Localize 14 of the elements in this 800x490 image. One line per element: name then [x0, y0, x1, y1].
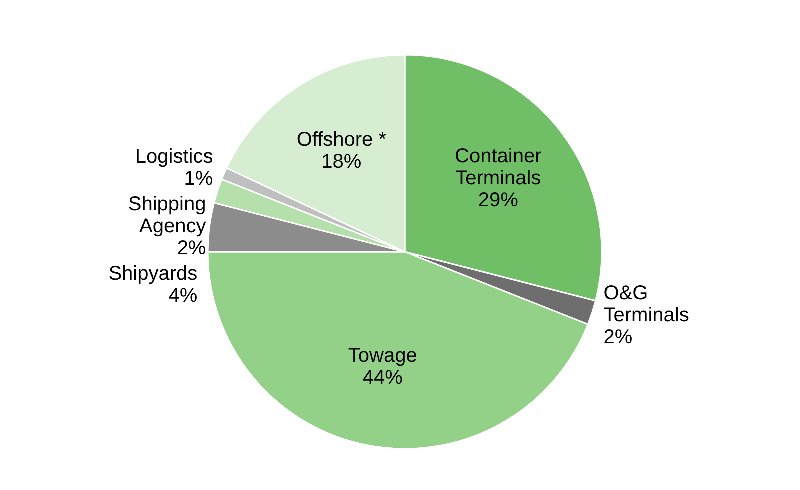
slice-label: Towage — [348, 345, 418, 368]
slice-label: Container Terminals — [455, 146, 542, 190]
slice-label: O&G Terminals — [604, 282, 690, 327]
data-label: 2% — [177, 238, 206, 260]
data-label: 44% — [362, 367, 404, 390]
slice-label: Shipyards — [108, 263, 198, 286]
data-label: 18% — [322, 151, 362, 174]
data-label: 29% — [478, 190, 519, 212]
slice-label: Shipping Agency — [128, 194, 206, 238]
slice-label: Logistics — [135, 146, 214, 168]
data-label: 4% — [168, 285, 198, 308]
slice-label: Offshore * — [296, 129, 387, 152]
data-label: 1% — [184, 168, 214, 190]
data-label: 2% — [604, 326, 633, 349]
